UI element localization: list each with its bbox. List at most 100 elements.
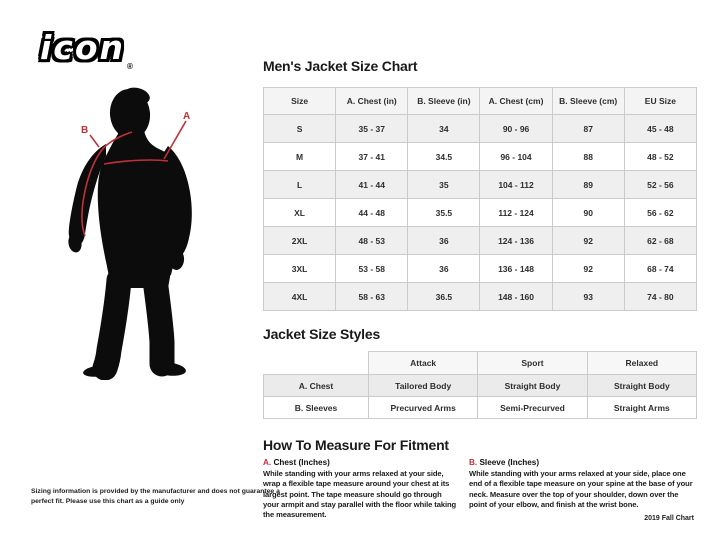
size-styles-header-row: Attack Sport Relaxed <box>263 351 698 375</box>
measure-columns: A. Chest (Inches) While standing with yo… <box>263 458 697 520</box>
table-cell: 44 - 48 <box>335 198 409 227</box>
column-header: Sport <box>477 351 588 375</box>
table-cell: A. Chest <box>263 374 369 397</box>
table-cell: 136 - 148 <box>479 254 553 283</box>
table-cell: 92 <box>551 226 625 255</box>
table-row: 3XL 53 - 58 36 136 - 148 92 68 - 74 <box>262 254 698 283</box>
measure-sleeve-heading: B. Sleeve (Inches) <box>469 458 697 467</box>
label-b-pointer <box>89 134 100 148</box>
table-row: XL 44 - 48 35.5 112 - 124 90 56 - 62 <box>262 198 698 227</box>
table-cell: 112 - 124 <box>479 198 553 227</box>
icon-logo-text: icon <box>40 28 126 67</box>
table-cell: 36.5 <box>407 282 481 311</box>
size-chart-header-row: Size A. Chest (in) B. Sleeve (in) A. Chest … <box>262 87 698 115</box>
silhouette-right-foot <box>152 362 186 376</box>
size-styles-table: Attack Sport Relaxed A. Chest Tailored Body… <box>263 351 698 419</box>
column-header: EU Size <box>623 87 698 115</box>
column-header: B. Sleeve (in) <box>407 87 481 115</box>
measure-chest-label: Chest (Inches) <box>273 458 330 467</box>
table-cell: 35.5 <box>407 198 481 227</box>
silhouette-right-hand <box>169 250 185 270</box>
silhouette-right-leg <box>142 267 175 377</box>
table-cell: B. Sleeves <box>263 396 369 419</box>
table-row: 4XL 58 - 63 36.5 148 - 160 93 74 - 80 <box>262 282 698 311</box>
table-cell: 92 <box>551 254 625 283</box>
label-a-pointer <box>163 120 187 160</box>
size-chart-body: S 35 - 37 34 90 - 96 87 45 - 48 M 37 - 41 34.5 96… <box>262 114 698 311</box>
chart-version: 2019 Fall Chart <box>644 515 694 522</box>
table-cell: 68 - 74 <box>623 254 698 283</box>
table-cell: S <box>262 114 337 143</box>
table-cell: 36 <box>407 254 481 283</box>
measure-sleeve-text: While standing with your arms relaxed at… <box>469 469 693 509</box>
table-cell: Tailored Body <box>367 374 479 397</box>
registered-trademark-icon: ® <box>127 62 133 71</box>
table-row: A. Chest Tailored Body Straight Body Straig… <box>263 374 698 397</box>
measure-label-a: A <box>183 111 190 122</box>
table-cell: 37 - 41 <box>335 142 409 171</box>
column-header: Relaxed <box>586 351 698 375</box>
size-styles-body: A. Chest Tailored Body Straight Body Straig… <box>263 374 698 419</box>
table-cell: L <box>262 170 337 199</box>
table-cell: 90 - 96 <box>479 114 553 143</box>
silhouette-left-arm <box>68 144 106 246</box>
column-header: Attack <box>367 351 479 375</box>
column-header <box>263 351 369 375</box>
table-cell: Precurved Arms <box>367 396 479 419</box>
table-cell: 2XL <box>262 226 337 255</box>
measure-section-chest: A. Chest (Inches) While standing with yo… <box>263 458 459 520</box>
measure-label-b: B <box>81 125 88 136</box>
table-cell: 35 - 37 <box>335 114 409 143</box>
table-row: L 41 - 44 35 104 - 112 89 52 - 56 <box>262 170 698 199</box>
column-header: A. Chest (in) <box>335 87 409 115</box>
table-cell: 36 <box>407 226 481 255</box>
column-header: A. Chest (cm) <box>479 87 553 115</box>
size-chart-title: Men's Jacket Size Chart <box>263 58 418 74</box>
table-cell: 4XL <box>262 282 337 311</box>
table-row: S 35 - 37 34 90 - 96 87 45 - 48 <box>262 114 698 143</box>
silhouette-left-hand <box>68 233 82 253</box>
table-cell: 148 - 160 <box>479 282 553 311</box>
icon-logo: icon ® <box>40 28 133 71</box>
column-header: Size <box>262 87 337 115</box>
size-styles-title: Jacket Size Styles <box>263 326 381 342</box>
table-cell: 62 - 68 <box>623 226 698 255</box>
table-cell: 89 <box>551 170 625 199</box>
size-chart-table: Size A. Chest (in) B. Sleeve (in) A. Chest … <box>262 87 698 311</box>
table-cell: 56 - 62 <box>623 198 698 227</box>
measure-sleeve-letter: B. <box>469 458 478 467</box>
table-cell: 88 <box>551 142 625 171</box>
table-cell: Straight Body <box>477 374 588 397</box>
how-to-measure-title: How To Measure For Fitment <box>263 437 449 453</box>
table-cell: 53 - 58 <box>335 254 409 283</box>
table-cell: 35 <box>407 170 481 199</box>
table-cell: Straight Body <box>586 374 698 397</box>
table-cell: 124 - 136 <box>479 226 553 255</box>
table-cell: 93 <box>551 282 625 311</box>
sleeve-measure-line <box>81 131 133 237</box>
table-cell: 96 - 104 <box>479 142 553 171</box>
table-row: 2XL 48 - 53 36 124 - 136 92 62 - 68 <box>262 226 698 255</box>
table-cell: 52 - 56 <box>623 170 698 199</box>
table-cell: XL <box>262 198 337 227</box>
measure-chest-heading: A. Chest (Inches) <box>263 458 459 467</box>
table-row: M 37 - 41 34.5 96 - 104 88 48 - 52 <box>262 142 698 171</box>
table-cell: M <box>262 142 337 171</box>
silhouette-hair <box>124 87 150 105</box>
table-cell: 34 <box>407 114 481 143</box>
column-header: B. Sleeve (cm) <box>551 87 625 115</box>
measure-chest-text: While standing with your arms relaxed at… <box>263 469 457 520</box>
body-silhouette: A B <box>68 87 192 381</box>
silhouette-torso <box>97 130 184 275</box>
table-cell: 3XL <box>262 254 337 283</box>
table-cell: Straight Arms <box>586 396 698 419</box>
measure-chest-letter: A. <box>263 458 272 467</box>
table-cell: 48 - 53 <box>335 226 409 255</box>
silhouette-right-arm <box>160 146 192 259</box>
table-row: B. Sleeves Precurved Arms Semi-Precurved St… <box>263 396 698 419</box>
measurement-figure: A B <box>40 80 260 381</box>
content-column: Men's Jacket Size Chart Size A. Chest (in… <box>262 58 698 520</box>
table-cell: 45 - 48 <box>623 114 698 143</box>
table-cell: 48 - 52 <box>623 142 698 171</box>
table-cell: 87 <box>551 114 625 143</box>
